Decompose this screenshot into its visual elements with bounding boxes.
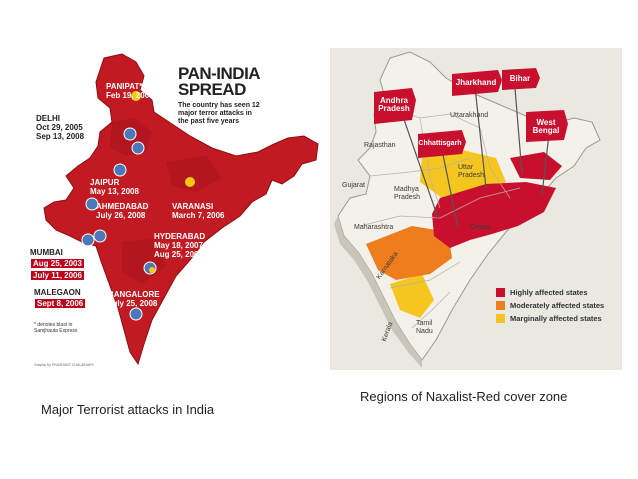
india-map-red bbox=[43, 53, 319, 366]
title-line-2: SPREAD bbox=[178, 80, 246, 99]
blast-markers bbox=[81, 91, 195, 321]
city-label-malegaon: MALEGAON Sept 8, 2006 bbox=[34, 288, 87, 309]
map-footnote: * denotes blast in Samjhauta Express bbox=[34, 322, 78, 334]
state-borders bbox=[359, 107, 521, 329]
caption-naxal-zone: Regions of Naxalist-Red cover zone bbox=[360, 389, 568, 404]
flag-westbengal bbox=[526, 110, 568, 142]
blast-marker-varanasi bbox=[185, 177, 195, 187]
marginal-zone bbox=[390, 274, 434, 318]
legend-swatch-moderate bbox=[496, 301, 505, 310]
naxal-affected-map: Andhra Pradesh Jharkhand Bihar Chhattisg… bbox=[330, 48, 622, 370]
moderate-zone bbox=[366, 226, 452, 280]
blast-marker-ahmedabad bbox=[85, 197, 99, 211]
flag-bihar bbox=[502, 68, 540, 90]
flag-label-bihar: Bihar bbox=[509, 74, 531, 83]
high-zone bbox=[510, 152, 562, 180]
blast-marker-mumbai-2 bbox=[93, 229, 107, 243]
state-label-uttarakhand: Uttarakhand bbox=[450, 112, 489, 119]
flag-label-chhattisgarh: Chhattisgarh bbox=[418, 140, 462, 147]
blast-marker-delhi-2 bbox=[131, 141, 145, 155]
legend-row-moderate: Moderately affected states bbox=[496, 299, 618, 312]
city-label-bangalore: BANGALORE July 25, 2008 bbox=[108, 290, 160, 308]
blast-marker-mumbai-1 bbox=[81, 233, 95, 247]
city-label-jaipur: JAIPUR May 13, 2008 bbox=[90, 178, 139, 196]
legend-swatch-high bbox=[496, 288, 505, 297]
flag-label-jharkhand: Jharkhand bbox=[455, 78, 497, 87]
caption-terror-attacks: Major Terrorist attacks in India bbox=[41, 402, 215, 417]
state-label-orissa: Orissa bbox=[470, 224, 491, 231]
flag-label-westbengal: West Bengal bbox=[532, 118, 560, 135]
city-label-hyderabad: HYDERABAD May 18, 2007 Aug 25, 2007 bbox=[154, 232, 206, 259]
legend-row-high: Highly affected states bbox=[496, 286, 618, 299]
flag-jharkhand bbox=[452, 70, 502, 96]
city-label-delhi: DELHI Oct 29, 2005 Sep 13, 2008 bbox=[36, 114, 85, 141]
blast-marker-south bbox=[149, 267, 155, 273]
india-landmass-edge bbox=[334, 216, 422, 368]
blast-marker-delhi bbox=[123, 127, 137, 141]
terror-attacks-map: PAN-INDIA SPREAD The country has seen 12… bbox=[26, 52, 322, 374]
legend-row-marginal: Marginally affected states bbox=[496, 312, 618, 325]
flag-andhra bbox=[374, 88, 416, 124]
city-label-panipat: PANIPAT* Feb 19, 2007 bbox=[106, 82, 154, 100]
graphic-credit: Graphic by PRASHANT CHAUDHARY bbox=[34, 363, 94, 367]
blast-marker-panipat bbox=[131, 91, 141, 101]
state-label-madhya-pradesh: Madhya Pradesh bbox=[394, 186, 421, 201]
state-label-gujarat: Gujarat bbox=[342, 182, 365, 189]
map-title: PAN-INDIA SPREAD bbox=[178, 64, 261, 99]
state-label-rajasthan: Rajasthan bbox=[364, 142, 396, 149]
state-label-tamil-nadu: Tamil Nadu bbox=[416, 320, 433, 335]
state-shade bbox=[166, 156, 222, 192]
state-label-uttar-pradesh: Uttar Pradesh bbox=[458, 164, 485, 179]
title-line-1: PAN-INDIA bbox=[178, 64, 261, 83]
high-zone bbox=[432, 182, 556, 248]
flag-label-andhra: Andhra Pradesh bbox=[378, 96, 410, 113]
map-legend: Highly affected states Moderately affect… bbox=[496, 286, 618, 325]
map-subtitle: The country has seen 12 major terror att… bbox=[178, 102, 260, 125]
city-label-varanasi: VARANASI March 7, 2006 bbox=[172, 202, 225, 220]
legend-swatch-marginal bbox=[496, 314, 505, 323]
state-label-maharashtra: Maharashtra bbox=[354, 224, 394, 231]
blast-marker-bangalore bbox=[129, 307, 143, 321]
flag-chhattisgarh bbox=[418, 130, 466, 158]
state-shade bbox=[122, 238, 166, 284]
blast-marker-jaipur bbox=[113, 163, 127, 177]
city-label-mumbai: MUMBAI Aug 25, 2003 July 11, 2006 bbox=[30, 248, 85, 281]
city-label-ahmedabad: AHMEDABAD July 26, 2008 bbox=[96, 202, 149, 220]
india-map-3d bbox=[334, 51, 601, 368]
flag-banners bbox=[374, 68, 568, 158]
